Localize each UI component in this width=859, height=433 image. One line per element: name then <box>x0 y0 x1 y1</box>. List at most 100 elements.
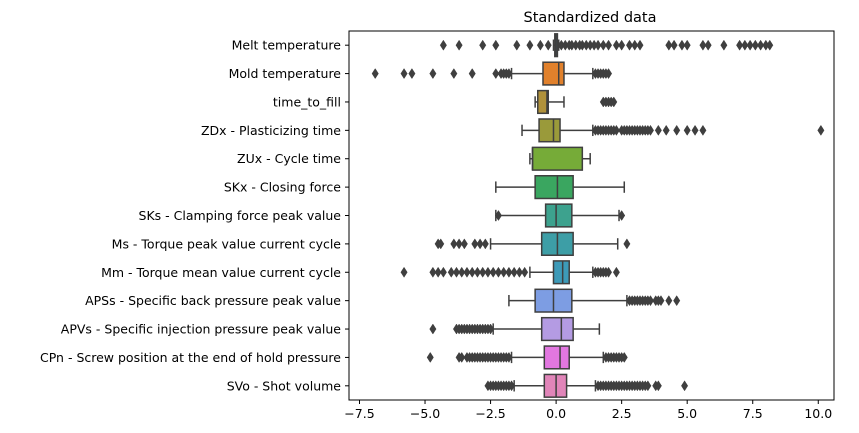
outlier-point <box>746 39 754 51</box>
outlier-point <box>665 39 673 51</box>
box <box>540 316 574 342</box>
outlier-point <box>766 39 774 51</box>
outlier-point <box>439 39 447 51</box>
y-tick-label: Mm - Torque mean value current cycle <box>101 265 341 280</box>
outlier-point <box>654 124 662 136</box>
box <box>538 118 561 143</box>
outlier-point <box>408 68 416 80</box>
outlier-point <box>400 68 408 80</box>
outlier-point <box>429 323 437 335</box>
plot-frame <box>348 30 835 401</box>
outlier-point <box>657 295 665 307</box>
outlier-point <box>620 351 628 363</box>
y-tick-label: SKx - Closing force <box>224 180 341 195</box>
y-tick-label: Ms - Torque peak value current cycle <box>112 236 342 251</box>
outlier-point <box>489 266 497 278</box>
box-series <box>495 175 626 200</box>
x-tick-label: 0.0 <box>546 406 566 421</box>
box-series <box>371 61 613 86</box>
outlier-point <box>468 68 476 80</box>
outlier-point <box>510 266 518 278</box>
chart-title: Standardized data <box>524 10 657 26</box>
y-tick-label: APSs - Specific back pressure peak value <box>85 293 341 308</box>
y-tick-label: Mold temperature <box>229 66 342 81</box>
x-tick-label: 2.5 <box>612 406 632 421</box>
y-tick-label: Melt temperature <box>232 38 342 53</box>
box-series <box>484 373 689 398</box>
outlier-point <box>400 266 408 278</box>
outlier-point <box>500 266 508 278</box>
outlier-point <box>521 266 529 278</box>
box <box>543 345 570 370</box>
box-series <box>534 89 618 115</box>
box <box>537 89 549 115</box>
outlier-point <box>484 266 492 278</box>
outlier-point <box>494 210 502 221</box>
outlier-point <box>644 380 652 392</box>
outlier-point <box>434 266 442 278</box>
outlier-point <box>460 238 468 250</box>
outlier-point <box>494 266 502 278</box>
outlier-point <box>599 39 607 51</box>
box <box>531 146 584 171</box>
outlier-point <box>481 238 489 250</box>
outlier-point <box>505 266 513 278</box>
plot-area <box>371 33 825 398</box>
outlier-point <box>704 39 712 51</box>
outlier-point <box>646 295 654 307</box>
outlier-point <box>751 39 759 51</box>
outlier-point <box>636 39 644 51</box>
y-tick-label: ZUx - Cycle time <box>237 151 341 166</box>
y-tick-label: CPn - Screw position at the end of hold … <box>40 350 341 365</box>
outlier-point <box>665 295 673 307</box>
y-tick-label: SKs - Clamping force peak value <box>139 208 342 223</box>
y-tick-label: APVs - Specific injection pressure peak … <box>61 322 341 337</box>
outlier-point <box>473 266 481 278</box>
outlier-point <box>678 39 686 51</box>
outlier-point <box>699 124 707 136</box>
x-tick-label: 7.5 <box>743 406 763 421</box>
outlier-point <box>654 380 662 392</box>
outlier-point <box>681 380 689 392</box>
outlier-point <box>458 351 466 363</box>
outlier-point <box>612 266 620 278</box>
outlier-point <box>699 39 707 51</box>
outlier-point <box>437 238 445 250</box>
box <box>552 260 570 285</box>
box-series <box>439 33 774 58</box>
outlier-point <box>476 238 484 250</box>
outlier-point <box>471 238 479 250</box>
box <box>544 203 573 228</box>
box-series <box>521 118 825 143</box>
outlier-point <box>526 39 534 51</box>
outlier-point <box>623 238 631 250</box>
outlier-point <box>757 39 765 51</box>
outlier-point <box>513 39 521 51</box>
outlier-point <box>487 323 495 335</box>
outlier-point <box>691 124 699 136</box>
outlier-point <box>455 238 463 250</box>
outlier-point <box>662 124 670 136</box>
outlier-point <box>429 266 437 278</box>
outlier-point <box>631 39 639 51</box>
x-tick-label: 5.0 <box>677 406 697 421</box>
box <box>542 61 565 86</box>
outlier-point <box>605 68 613 80</box>
outlier-point <box>612 39 620 51</box>
box-series <box>429 316 601 342</box>
outlier-point <box>452 266 460 278</box>
outlier-point <box>720 39 728 51</box>
outlier-point <box>447 266 455 278</box>
outlier-point <box>673 295 681 307</box>
outlier-point <box>741 39 749 51</box>
outlier-point <box>450 68 458 80</box>
y-tick-label: SVo - Shot volume <box>227 378 342 393</box>
x-tick-label: −5.0 <box>410 406 440 421</box>
y-tick-label: ZDx - Plasticizing time <box>201 123 341 138</box>
x-tick-label: 10.0 <box>804 406 832 421</box>
outlier-point <box>646 124 654 136</box>
outlier-point <box>618 210 626 221</box>
outlier-point <box>492 39 500 51</box>
outlier-point <box>683 39 691 51</box>
outlier-point <box>626 39 634 51</box>
